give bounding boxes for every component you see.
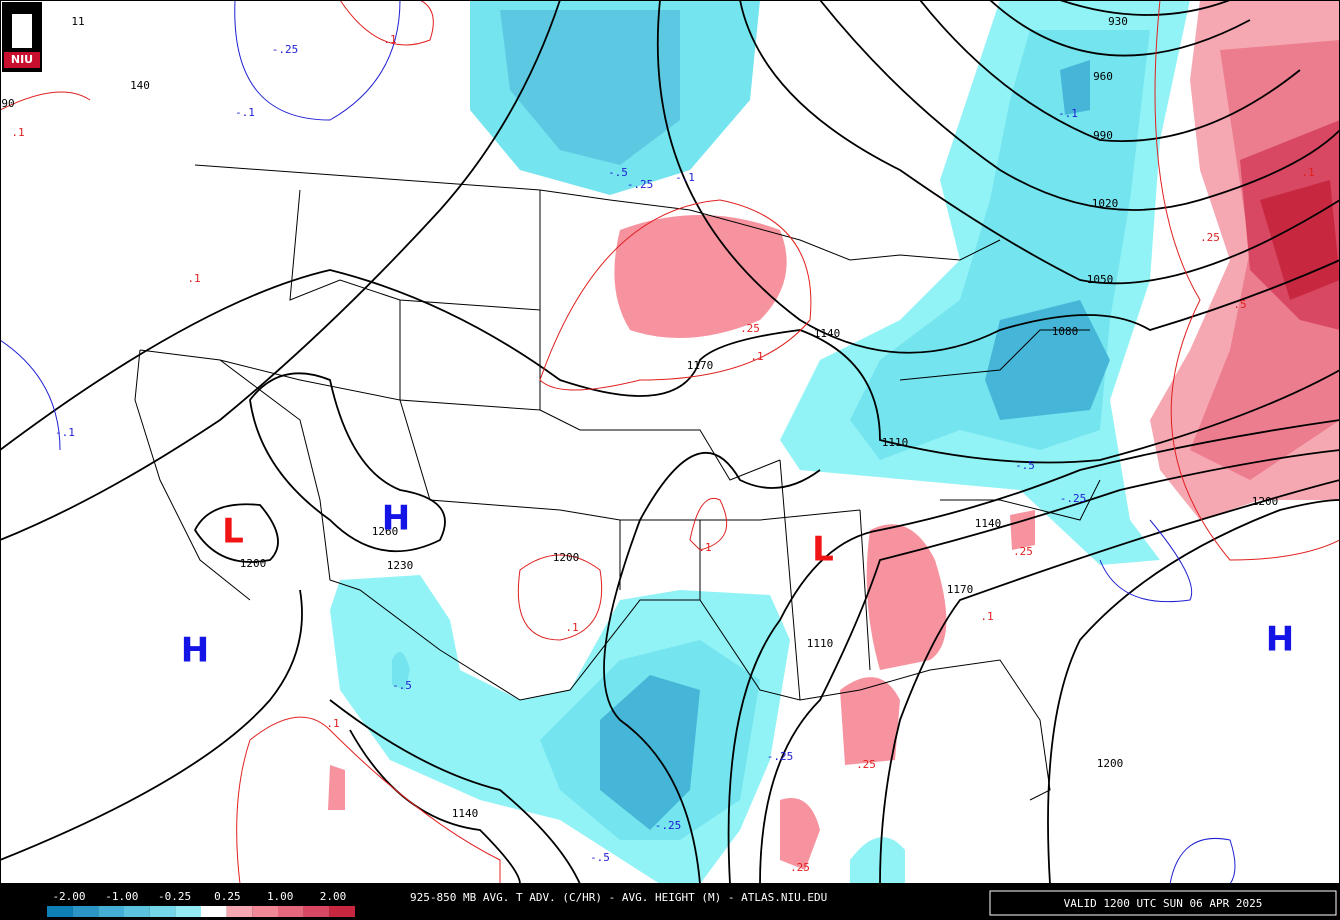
cold-advection-label: -.25 (627, 178, 654, 191)
cold-advection-label: -.1 (235, 106, 255, 119)
legend-label: 1.00 (267, 890, 294, 903)
cold-advection-label: -.1 (55, 426, 75, 439)
height-label: 1050 (1087, 273, 1114, 286)
boundaries (134, 164, 1101, 801)
legend-label: -1.00 (105, 890, 138, 903)
height-label: 1110 (882, 436, 909, 449)
legend-label: -2.00 (52, 890, 85, 903)
height-label: 1140 (452, 807, 479, 820)
height-label: 960 (1093, 70, 1113, 83)
logo-emblem (12, 14, 32, 48)
warm-advection-label: .1 (326, 717, 339, 730)
height-label: 1080 (1052, 325, 1079, 338)
height-label: 1140 (814, 327, 841, 340)
high-pressure-marker: H (382, 499, 410, 539)
low-pressure-marker: L (222, 512, 244, 552)
legend-swatch (226, 906, 253, 917)
height-label: 11 (71, 15, 84, 28)
logo-text: NIU (11, 53, 33, 66)
warm-advection-label: .25 (856, 758, 876, 771)
height-label: 930 (1108, 15, 1128, 28)
warm-advection-label: .25 (790, 861, 810, 874)
legend-swatch (72, 906, 99, 917)
legend-swatch (252, 906, 278, 917)
height-label: 90 (1, 97, 14, 110)
logo-band (4, 52, 40, 68)
legend-swatch (303, 906, 330, 917)
height-label: 990 (1093, 129, 1113, 142)
high-pressure-marker: H (181, 631, 209, 671)
cold-advection-label: -.1 (675, 171, 695, 184)
legend-swatch (201, 906, 227, 917)
height-label: 1200 (1097, 757, 1124, 770)
logo: NIU (2, 2, 42, 72)
height-label: 1200 (1252, 495, 1279, 508)
legend-label: -0.25 (158, 890, 191, 903)
legend-label: 0.25 (214, 890, 241, 903)
height-label: 140 (130, 79, 150, 92)
height-label: 1110 (807, 637, 834, 650)
cold-advection-label: -.5 (392, 679, 412, 692)
warm-advection-label: .25 (740, 322, 760, 335)
warm-advection-label: .5 (1233, 298, 1246, 311)
warm-advection-fills (328, 0, 1340, 870)
legend-swatch (329, 906, 355, 917)
cold-advection-label: -.5 (1015, 459, 1035, 472)
cold-advection-label: -.1 (1058, 107, 1078, 120)
height-label: 1020 (1092, 197, 1119, 210)
height-contours (0, 0, 1340, 885)
valid-box (989, 890, 1337, 916)
warm-advection-label: .1 (750, 350, 763, 363)
height-label: 1140 (975, 517, 1002, 530)
legend-label: 2.00 (320, 890, 347, 903)
warm-advection-label: .1 (187, 272, 200, 285)
map-border (0, 0, 1340, 885)
low-pressure-marker: L (812, 530, 834, 570)
legend-swatch (278, 906, 304, 917)
legend-swatch (175, 906, 201, 917)
legend-swatch (149, 906, 176, 917)
warm-advection-label: .25 (1013, 545, 1033, 558)
warm-advection-label: .1 (383, 33, 396, 46)
height-label: 1200 (553, 551, 580, 564)
cold-advection-label: -.5 (590, 851, 610, 864)
footer-title: 925-850 MB AVG. T ADV. (C/HR) - AVG. HEI… (410, 891, 827, 904)
cold-advection-label: -.25 (655, 819, 682, 832)
warm-advection-label: .1 (980, 610, 993, 623)
height-label: 1230 (387, 559, 414, 572)
warm-advection-label: .25 (1200, 231, 1220, 244)
height-label: 1200 (240, 557, 267, 570)
cold-advection-label: -.25 (1060, 492, 1087, 505)
legend-swatch (124, 906, 150, 917)
cold-advection-label: -.25 (767, 750, 794, 763)
warm-advection-label: .1 (698, 541, 711, 554)
legend-swatch (98, 906, 124, 917)
warm-advection-label: .1 (565, 621, 578, 634)
warm-advection-label: .1 (1301, 166, 1314, 179)
legend-swatch (47, 906, 73, 917)
advection-contours (0, 0, 1340, 885)
height-label: 1260 (372, 525, 399, 538)
cold-advection-label: -.25 (272, 43, 299, 56)
height-label: 1170 (687, 359, 714, 372)
valid-time: VALID 1200 UTC SUN 06 APR 2025 (1064, 897, 1263, 910)
cold-advection-label: -.5 (608, 166, 628, 179)
warm-advection-label: .1 (11, 126, 24, 139)
height-label: 1170 (947, 583, 974, 596)
high-pressure-marker: H (1266, 620, 1294, 660)
